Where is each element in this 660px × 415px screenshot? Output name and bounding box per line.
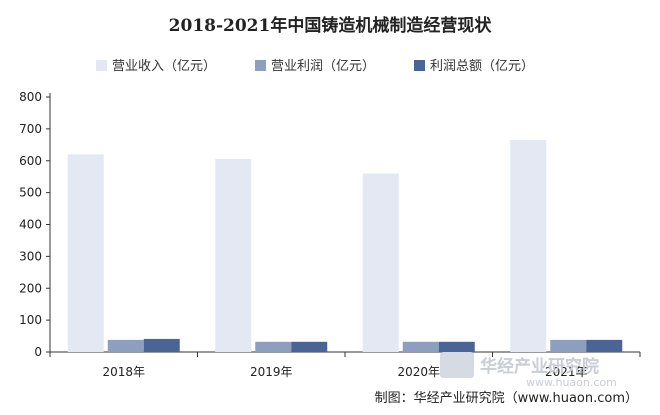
watermark-brand: 华经产业研究院 [480, 356, 599, 377]
legend-swatch-2 [255, 60, 266, 71]
y-axis: 0 100 200 300 400 500 600 700 800 [19, 90, 51, 359]
watermark-logo-icon [440, 352, 474, 378]
watermark-url: www.huaon.com [526, 376, 617, 389]
y-tick-label: 500 [19, 186, 42, 200]
legend-label-3: 利润总额（亿元） [430, 59, 534, 74]
bar-series3-3 [438, 341, 475, 352]
bar-series1-2 [215, 158, 252, 352]
y-tick-label: 0 [34, 345, 42, 359]
y-tick-label: 800 [19, 90, 42, 104]
y-tick-label: 200 [19, 281, 42, 295]
source-note: 制图：华经产业研究院（www.huaon.com） [375, 391, 638, 406]
watermark: 华经产业研究院 www.huaon.com [440, 352, 617, 389]
legend-swatch-3 [414, 60, 425, 71]
y-tick-label: 100 [19, 313, 42, 327]
legend-label-2: 营业利润（亿元） [271, 59, 375, 74]
x-category-label: 2018年 [102, 365, 145, 379]
bar-series2-1 [107, 339, 144, 352]
chart-title: 2018-2021年中国铸造机械制造经营现状 [169, 15, 493, 36]
x-category-label: 2020年 [397, 365, 440, 379]
y-tick-label: 700 [19, 122, 42, 136]
bar-series1-4 [510, 140, 547, 352]
bar-series2-2 [255, 341, 292, 352]
bar-series3-4 [586, 339, 623, 352]
legend: 营业收入（亿元） 营业利润（亿元） 利润总额（亿元） [96, 59, 534, 74]
y-tick-label: 300 [19, 249, 42, 263]
y-tick-label: 600 [19, 154, 42, 168]
x-category-label: 2019年 [250, 365, 293, 379]
legend-swatch-1 [96, 60, 107, 71]
y-tick-label: 400 [19, 218, 42, 232]
bar-series3-2 [291, 341, 328, 352]
legend-label-1: 营业收入（亿元） [112, 59, 216, 74]
bar-series2-4 [550, 339, 587, 352]
bar-series1-1 [67, 154, 104, 352]
bars [67, 140, 623, 352]
bar-series3-1 [143, 338, 180, 352]
x-category-label: 2021年 [545, 365, 588, 379]
bar-series1-3 [362, 173, 399, 352]
bar-series2-3 [402, 341, 439, 352]
